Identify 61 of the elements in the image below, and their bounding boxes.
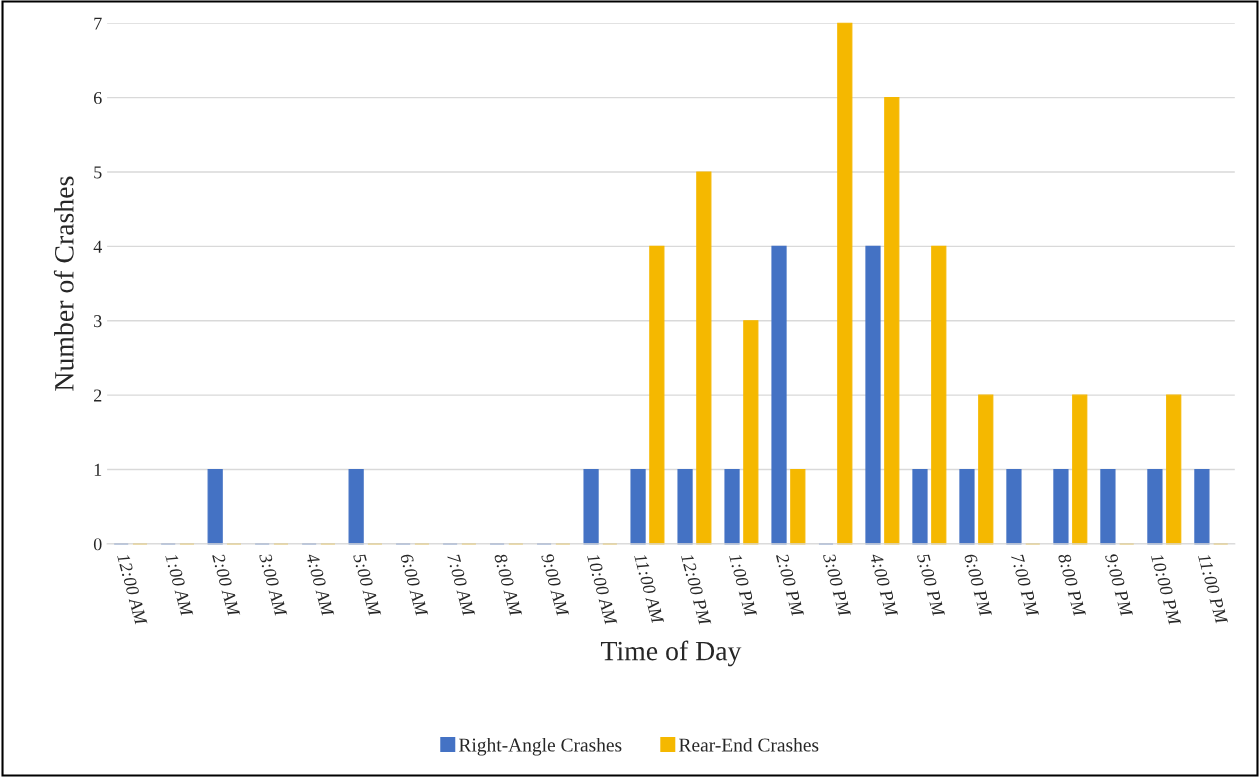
x-tick-label: 2:00 PM: [775, 552, 805, 618]
y-tick-label: 1: [94, 463, 102, 476]
x-tick-label: 7:00 AM: [447, 553, 476, 618]
x-tick-label: 7:00 PM: [1010, 553, 1040, 618]
bar: [1100, 468, 1116, 545]
x-tick-label: 1:00 PM: [728, 552, 758, 618]
bar: [837, 22, 853, 545]
y-tick-label: 6: [93, 91, 102, 105]
bar: [912, 468, 928, 545]
y-tick-label: 4: [93, 240, 102, 253]
y-tick-label: 5: [94, 166, 102, 179]
bar: [978, 394, 994, 545]
bar: [348, 468, 364, 545]
bar: [207, 468, 223, 545]
x-tick-label: 11:00 PM: [1197, 552, 1229, 626]
bar: [1194, 468, 1210, 545]
x-tick-label: 8:00 PM: [1057, 552, 1087, 618]
x-tick-label: 10:00 AM: [586, 552, 618, 627]
bar: [771, 245, 787, 545]
bar: [1166, 394, 1182, 545]
bar: [677, 468, 693, 545]
x-axis-title: Time of Day: [600, 640, 742, 667]
x-tick-label: 12:00 AM: [116, 552, 148, 627]
x-tick-label: 5:00 AM: [352, 552, 382, 618]
x-tick-label: 4:00 PM: [869, 552, 899, 618]
y-tick-label: 3: [94, 315, 102, 328]
y-tick-label: 0: [93, 538, 102, 551]
x-tick-label: 10:00 PM: [1150, 552, 1182, 627]
bar: [931, 245, 947, 545]
y-axis-title: Number of Crashes: [53, 176, 74, 391]
bar: [1053, 468, 1069, 545]
x-tick-label: 12:00 PM: [680, 552, 712, 627]
x-tick-label: 9:00 PM: [1104, 552, 1134, 618]
x-tick-label: 5:00 PM: [916, 552, 946, 618]
bar: [959, 468, 975, 545]
x-tick-label: 4:00 AM: [305, 552, 335, 618]
x-tick-label: 6:00 PM: [963, 553, 993, 618]
bar: [1072, 394, 1088, 545]
bar: [630, 468, 646, 545]
x-tick-label: 9:00 AM: [540, 552, 570, 618]
x-tick-label: 6:00 AM: [400, 553, 429, 618]
x-tick-label: 1:00 AM: [165, 552, 194, 618]
bar: [884, 97, 900, 545]
bar: [583, 468, 599, 545]
y-tick-label: 2: [94, 389, 102, 402]
bar: [1147, 468, 1163, 545]
bar: [696, 171, 712, 545]
x-tick-label: 3:00 PM: [822, 552, 852, 618]
legend-label: Rear-End Crashes: [679, 737, 819, 752]
x-tick-label: 8:00 AM: [493, 552, 523, 618]
bar: [724, 468, 740, 545]
bar: [790, 468, 806, 545]
x-tick-label: 11:00 AM: [633, 552, 665, 625]
bar: [1006, 468, 1022, 545]
legend-label: Right-Angle Crashes: [459, 737, 622, 756]
x-tick-label: 3:00 AM: [258, 552, 288, 618]
bar: [649, 245, 665, 545]
x-tick-label: 2:00 AM: [211, 552, 241, 618]
bar: [743, 320, 759, 545]
bar: [865, 245, 881, 545]
y-tick-label: 7: [94, 17, 102, 30]
